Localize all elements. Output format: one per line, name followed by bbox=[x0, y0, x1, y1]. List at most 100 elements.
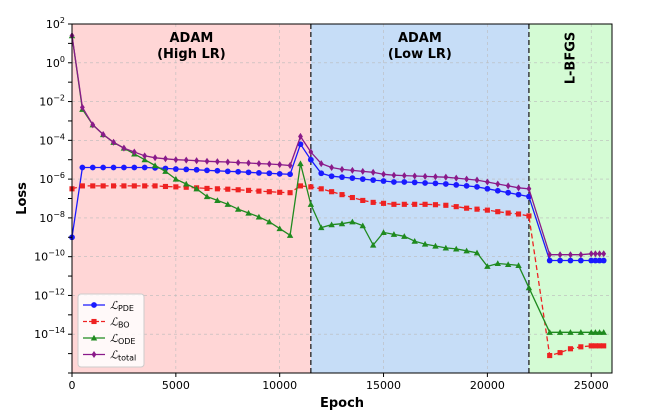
data-point-BO bbox=[121, 183, 126, 188]
data-point-BO bbox=[215, 186, 220, 191]
data-point-BO bbox=[225, 187, 230, 192]
data-point-PDE bbox=[433, 180, 439, 186]
data-point-PDE bbox=[568, 258, 574, 264]
data-point-BO bbox=[308, 184, 313, 189]
data-point-PDE bbox=[318, 170, 324, 176]
y-tick-label: 10−2 bbox=[39, 94, 65, 109]
y-axis-ticks: 10210010−210−410−610−810−1010−1210−14 bbox=[34, 16, 72, 373]
data-point-PDE bbox=[246, 169, 252, 175]
data-point-BO bbox=[464, 206, 469, 211]
data-point-PDE bbox=[204, 168, 210, 174]
data-point-BO bbox=[547, 353, 552, 358]
data-point-PDE bbox=[111, 165, 117, 171]
data-point-PDE bbox=[412, 180, 418, 186]
region-1 bbox=[311, 24, 529, 373]
data-point-BO bbox=[298, 183, 303, 188]
data-point-PDE bbox=[256, 170, 262, 176]
data-point-PDE bbox=[100, 165, 106, 171]
data-point-PDE bbox=[287, 171, 293, 177]
data-point-BO bbox=[204, 186, 209, 191]
data-point-BO bbox=[412, 202, 417, 207]
data-point-PDE bbox=[225, 168, 231, 174]
legend: ℒPDEℒBOℒODEℒtotal bbox=[78, 294, 144, 367]
data-point-BO bbox=[132, 183, 137, 188]
data-point-BO bbox=[443, 203, 448, 208]
data-point-BO bbox=[153, 183, 158, 188]
data-point-BO bbox=[601, 343, 606, 348]
region-label-2: L-BFGS bbox=[563, 32, 578, 85]
data-point-PDE bbox=[601, 258, 607, 264]
data-point-BO bbox=[474, 207, 479, 212]
x-tick-label: 5000 bbox=[162, 379, 190, 392]
data-point-PDE bbox=[329, 173, 335, 179]
data-point-BO bbox=[339, 192, 344, 197]
data-point-BO bbox=[350, 195, 355, 200]
data-point-PDE bbox=[350, 175, 356, 181]
data-point-BO bbox=[267, 189, 272, 194]
data-point-PDE bbox=[80, 165, 86, 171]
data-point-BO bbox=[360, 198, 365, 203]
data-point-PDE bbox=[578, 258, 584, 264]
data-point-PDE bbox=[381, 178, 387, 184]
region-label-1-line1: ADAM bbox=[398, 31, 442, 46]
y-tick-label: 10−6 bbox=[39, 171, 65, 186]
data-point-PDE bbox=[121, 165, 127, 171]
x-tick-label: 25000 bbox=[574, 379, 609, 392]
data-point-PDE bbox=[277, 171, 283, 177]
data-point-PDE bbox=[474, 184, 480, 190]
x-axis-ticks: 0 5000 10000 15000 20000 25000 bbox=[69, 373, 609, 392]
data-point-PDE bbox=[131, 165, 137, 171]
data-point-PDE bbox=[360, 176, 366, 182]
data-point-BO bbox=[578, 344, 583, 349]
data-point-PDE bbox=[453, 182, 459, 188]
data-point-BO bbox=[80, 183, 85, 188]
y-tick-label: 10−14 bbox=[34, 326, 65, 341]
y-axis-label: Loss bbox=[15, 182, 30, 215]
y-tick-label: 102 bbox=[46, 16, 65, 31]
data-point-PDE bbox=[142, 165, 148, 171]
data-point-PDE bbox=[173, 166, 179, 172]
data-point-PDE bbox=[422, 180, 428, 186]
data-point-BO bbox=[433, 202, 438, 207]
data-point-BO bbox=[454, 204, 459, 209]
y-tick-label: 100 bbox=[46, 55, 65, 70]
data-point-PDE bbox=[235, 169, 241, 175]
data-point-BO bbox=[391, 202, 396, 207]
data-point-PDE bbox=[495, 188, 501, 194]
data-point-BO bbox=[423, 202, 428, 207]
x-tick-label: 0 bbox=[69, 379, 76, 392]
data-point-PDE bbox=[464, 183, 470, 189]
data-point-PDE bbox=[516, 192, 522, 198]
data-point-BO bbox=[163, 184, 168, 189]
data-point-BO bbox=[485, 208, 490, 213]
data-point-PDE bbox=[547, 258, 553, 264]
data-point-BO bbox=[173, 184, 178, 189]
data-point-BO bbox=[256, 189, 261, 194]
data-point-BO bbox=[402, 202, 407, 207]
data-point-PDE bbox=[401, 179, 407, 185]
data-point-BO bbox=[277, 190, 282, 195]
data-point-PDE bbox=[443, 181, 449, 187]
data-point-BO bbox=[506, 210, 511, 215]
data-point-BO bbox=[558, 350, 563, 355]
region-label-0-line1: ADAM bbox=[169, 31, 213, 46]
x-tick-label: 20000 bbox=[470, 379, 505, 392]
data-point-BO bbox=[142, 183, 147, 188]
data-point-BO bbox=[568, 346, 573, 351]
data-point-PDE bbox=[339, 174, 345, 180]
data-point-BO bbox=[111, 183, 116, 188]
data-point-PDE bbox=[183, 167, 189, 173]
data-point-BO bbox=[371, 200, 376, 205]
data-point-PDE bbox=[308, 157, 314, 163]
data-point-PDE bbox=[485, 186, 491, 192]
data-point-PDE bbox=[266, 170, 272, 176]
data-point-BO bbox=[516, 211, 521, 216]
data-point-PDE bbox=[505, 190, 511, 196]
data-point-BO bbox=[381, 201, 386, 206]
data-point-BO bbox=[288, 190, 293, 195]
region-label-1-line2: (Low LR) bbox=[388, 47, 452, 62]
data-point-PDE bbox=[90, 165, 96, 171]
y-tick-label: 10−12 bbox=[34, 287, 65, 302]
data-point-BO bbox=[101, 183, 106, 188]
region-label-0-line2: (High LR) bbox=[157, 47, 226, 62]
